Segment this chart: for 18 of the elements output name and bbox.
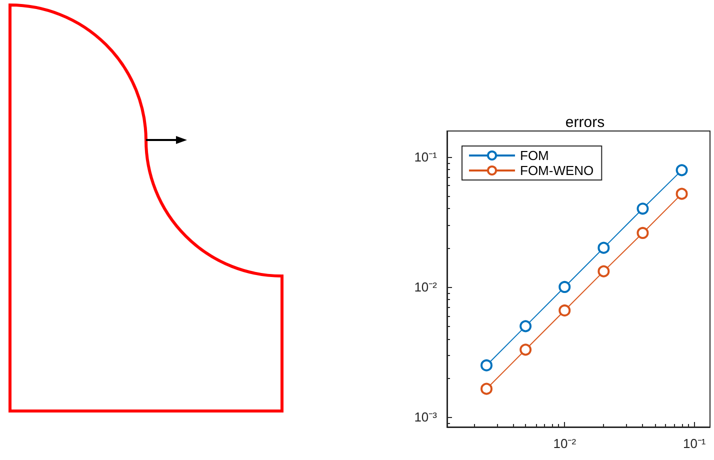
point — [558, 281, 571, 293]
point — [598, 242, 610, 254]
point — [480, 359, 493, 372]
y-tick-label: 10⁻³ — [414, 410, 438, 425]
y-tick-label: 10⁻¹ — [414, 149, 438, 164]
point — [676, 188, 688, 200]
chart-title: errors — [565, 114, 605, 131]
legend-label: FOM-WENO — [520, 163, 594, 178]
point — [520, 344, 532, 356]
point — [636, 226, 649, 239]
point — [520, 320, 532, 332]
y-tick-label: 10⁻² — [414, 280, 438, 294]
legend-label: FOM — [520, 148, 549, 163]
point — [480, 382, 493, 395]
point — [558, 304, 571, 316]
point — [676, 164, 688, 176]
point — [598, 265, 610, 278]
point — [636, 202, 649, 215]
